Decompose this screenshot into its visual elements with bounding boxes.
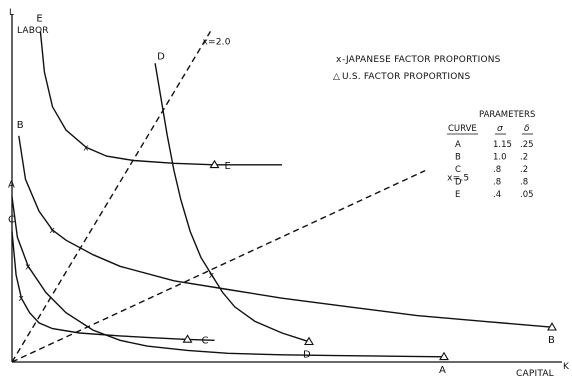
curve-start-label-C: C bbox=[8, 215, 15, 226]
parameters-cell-4-0: E bbox=[455, 190, 460, 200]
parameters-header-delta: δ bbox=[524, 124, 530, 134]
y-axis-label: LABOR bbox=[17, 26, 49, 36]
curve-end-label-D: D bbox=[303, 350, 311, 361]
us-marker-A bbox=[439, 351, 449, 361]
parameters-table: PARAMETERS CURVE σ δ A 1.15 .25 B 1.0 .2 C .8 .2… bbox=[447, 110, 535, 200]
curve-D bbox=[154, 63, 310, 343]
parameters-cell-2-0: C bbox=[455, 165, 461, 175]
legend-us-marker: △ bbox=[333, 72, 340, 82]
curve-end-label-B: B bbox=[548, 335, 555, 346]
parameters-cell-4-1: .4 bbox=[493, 190, 501, 200]
parameters-cell-2-2: .2 bbox=[520, 165, 528, 175]
parameters-cell-4-2: .05 bbox=[520, 190, 534, 200]
parameters-cell-2-1: .8 bbox=[493, 165, 501, 175]
curve-start-label-D: D bbox=[157, 51, 165, 62]
ray-label-1: x=.5 bbox=[447, 174, 469, 184]
curve-start-label-E: E bbox=[36, 13, 42, 24]
us-marker-E bbox=[209, 159, 220, 169]
curve-B bbox=[18, 135, 553, 328]
parameters-header-curve: CURVE bbox=[448, 124, 477, 134]
curve-end-label-C: C bbox=[202, 335, 209, 346]
legend-japanese-label: -JAPANESE FACTOR PROPORTIONS bbox=[342, 55, 501, 65]
parameters-title: PARAMETERS bbox=[479, 110, 535, 120]
us-marker-D bbox=[304, 336, 314, 346]
curve-end-label-A: A bbox=[439, 365, 446, 376]
parameters-cell-0-2: .25 bbox=[520, 140, 534, 150]
x-axis-end-label: K bbox=[563, 362, 570, 372]
japanese-marker-D: x bbox=[209, 271, 215, 281]
legend: x -JAPANESE FACTOR PROPORTIONS △ U.S. FA… bbox=[333, 55, 501, 82]
curve-start-label-B: B bbox=[17, 120, 24, 131]
x-axis-label: CAPITAL bbox=[516, 369, 554, 378]
parameters-cell-1-2: .2 bbox=[520, 153, 528, 163]
parameters-cell-1-1: 1.0 bbox=[493, 153, 507, 163]
isoquant-curves: A Ax B Bx C Cx D Dx E Ex bbox=[8, 13, 557, 376]
curve-C bbox=[11, 231, 215, 341]
curve-E bbox=[39, 31, 282, 166]
parameters-cell-3-1: .8 bbox=[493, 178, 501, 188]
curve-start-label-A: A bbox=[8, 180, 15, 191]
factor-ratio-rays: x=.5 x=2.0 bbox=[11, 31, 469, 363]
ray-1 bbox=[11, 169, 426, 363]
us-marker-B bbox=[547, 322, 557, 331]
japanese-marker-B: x bbox=[50, 226, 56, 236]
japanese-marker-A: x bbox=[25, 262, 31, 272]
curve-A bbox=[11, 196, 445, 358]
parameters-cell-0-0: A bbox=[455, 140, 461, 150]
ray-label-2: x=2.0 bbox=[202, 37, 230, 47]
japanese-marker-C: x bbox=[18, 294, 24, 304]
parameters-header-sigma: σ bbox=[497, 124, 503, 134]
us-marker-C bbox=[182, 334, 193, 343]
ray-2 bbox=[11, 31, 212, 363]
japanese-marker-E: x bbox=[83, 143, 89, 153]
legend-japanese-marker: x bbox=[336, 55, 342, 65]
legend-us-label: U.S. FACTOR PROPORTIONS bbox=[342, 72, 470, 82]
parameters-cell-0-1: 1.15 bbox=[493, 140, 512, 150]
parameters-cell-3-2: .8 bbox=[520, 178, 528, 188]
curve-end-label-E: E bbox=[225, 161, 231, 172]
y-axis-end-label: L bbox=[9, 8, 14, 18]
parameters-cell-3-0: D bbox=[455, 178, 462, 188]
parameters-cell-1-0: B bbox=[455, 153, 461, 163]
